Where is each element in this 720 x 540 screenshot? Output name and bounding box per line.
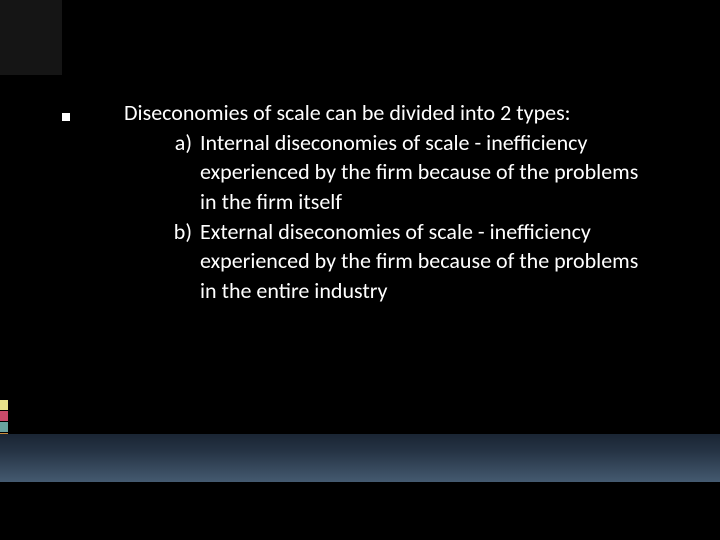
decorative-top-box (0, 0, 62, 75)
list-item: b) External diseconomies of scale - inef… (162, 217, 654, 306)
bullet-icon (62, 113, 70, 121)
list-item: a) Internal diseconomies of scale - inef… (162, 128, 654, 217)
decorative-gradient-bar (0, 434, 720, 482)
list-item-text: Internal diseconomies of scale - ineffic… (200, 128, 654, 217)
slide-content: Diseconomies of scale can be divided int… (124, 98, 654, 306)
marker-pink (0, 411, 8, 421)
list-item-label: a) (162, 128, 192, 217)
intro-text: Diseconomies of scale can be divided int… (124, 98, 654, 128)
list-item-label: b) (162, 217, 192, 306)
list-item-text: External diseconomies of scale - ineffic… (200, 217, 654, 306)
marker-teal (0, 422, 8, 432)
marker-yellow (0, 400, 8, 410)
